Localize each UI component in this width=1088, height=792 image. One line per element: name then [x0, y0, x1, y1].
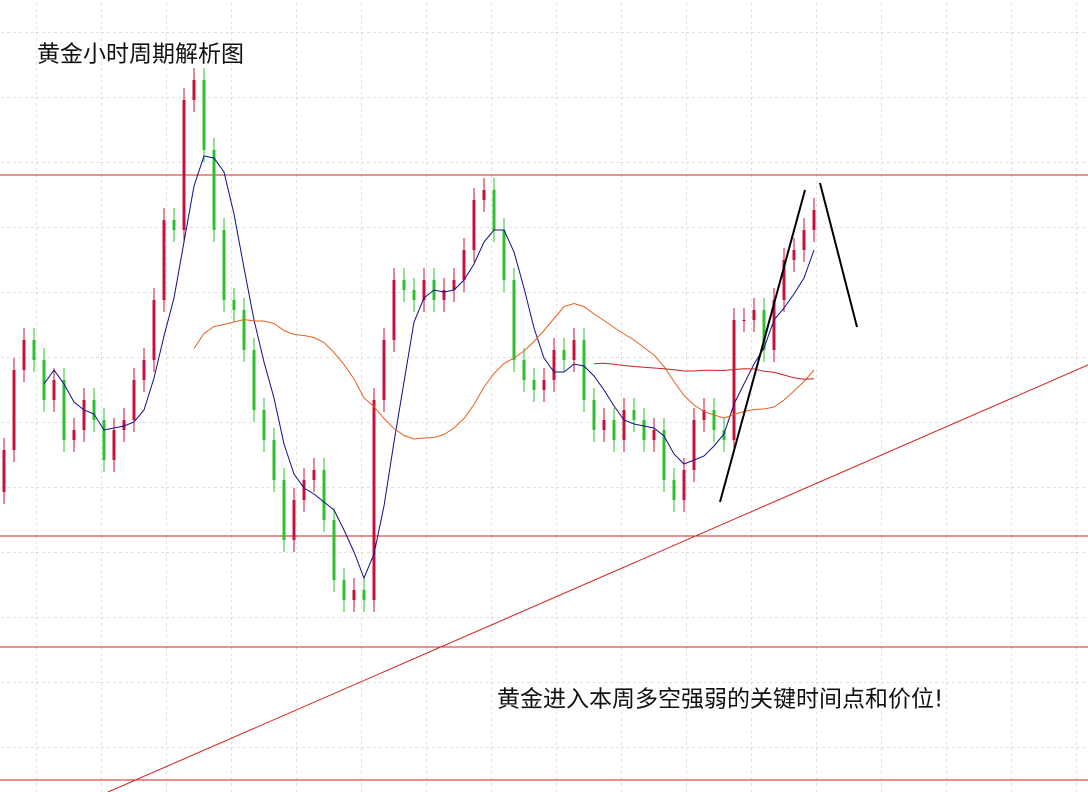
candle-body — [552, 350, 556, 380]
candle-body — [572, 340, 576, 360]
annotation: 黄金进入本周多空强弱的关键时间点和价位! — [497, 687, 943, 713]
candle-body — [392, 280, 396, 340]
candle-body — [212, 150, 216, 230]
candle-body — [152, 300, 156, 360]
trend-line — [107, 364, 1088, 792]
candle-body — [372, 400, 376, 600]
candle-body — [222, 230, 226, 300]
candle-body — [722, 430, 726, 440]
candle-body — [792, 250, 796, 260]
candle-body — [322, 470, 326, 520]
candle-body — [642, 420, 646, 440]
candle-body — [702, 410, 706, 420]
candle-body — [712, 410, 716, 430]
candle-body — [562, 350, 566, 360]
candle-body — [442, 290, 446, 300]
candle-body — [312, 470, 316, 480]
candle-body — [802, 230, 806, 250]
candle-body — [92, 400, 96, 420]
candle-body — [232, 300, 236, 310]
candle-body — [302, 480, 306, 500]
candle-body — [762, 310, 766, 350]
moving-average — [193, 302, 815, 440]
candle-body — [742, 320, 746, 321]
candle-body — [352, 590, 356, 600]
candle-body — [772, 300, 776, 350]
candle-body — [692, 420, 696, 470]
candle-body — [42, 360, 46, 400]
candle-body — [512, 280, 516, 360]
candle-body — [292, 500, 296, 540]
trend-line — [719, 189, 806, 503]
candle-body — [332, 520, 336, 580]
candle-body — [462, 250, 466, 280]
chart-title: 黄金小时周期解析图 — [37, 42, 244, 68]
candle-body — [542, 380, 546, 390]
candle-body — [32, 340, 36, 360]
candle-body — [72, 430, 76, 440]
candle-body — [242, 310, 246, 350]
candle-body — [632, 410, 636, 420]
candle-body — [282, 480, 286, 540]
candle-body — [182, 100, 186, 230]
candle-body — [452, 280, 456, 290]
candle-body — [342, 580, 346, 600]
candle-body — [172, 220, 176, 230]
trend-line — [819, 182, 858, 328]
candle-body — [582, 340, 586, 400]
candle-body — [412, 290, 416, 300]
candle-body — [162, 220, 166, 300]
candle-body — [2, 450, 6, 492]
candle-body — [672, 480, 676, 500]
candle-body — [612, 420, 616, 440]
candle-body — [262, 410, 266, 440]
moving-average — [43, 155, 815, 580]
candle-body — [732, 320, 736, 440]
candle-body — [252, 350, 256, 410]
candle-body — [52, 380, 56, 400]
candle-body — [532, 380, 536, 390]
candle-body — [362, 590, 366, 600]
plot — [0, 68, 1088, 792]
candle-body — [12, 370, 16, 450]
candle-body — [602, 420, 606, 430]
candle-body — [752, 310, 756, 320]
candle-body — [592, 400, 596, 430]
candle-body — [142, 360, 146, 380]
candle-body — [652, 430, 656, 440]
candle-body — [782, 260, 786, 300]
candle-body — [502, 230, 506, 280]
candle-body — [122, 420, 126, 430]
candle-body — [662, 430, 666, 480]
candle-body — [382, 340, 386, 400]
candle-body — [492, 190, 496, 230]
candle-body — [812, 210, 816, 230]
candle-body — [402, 280, 406, 290]
candle-body — [622, 410, 626, 440]
candle-body — [132, 380, 136, 420]
candle-body — [82, 400, 86, 430]
candle-body — [102, 420, 106, 460]
candle-body — [22, 340, 26, 370]
candle-body — [192, 80, 196, 100]
candle-body — [472, 200, 476, 250]
candle-body — [422, 280, 426, 300]
candle-body — [522, 360, 526, 380]
candle-body — [682, 470, 686, 500]
moving-average — [593, 362, 815, 380]
candle-body — [202, 80, 206, 150]
candle-body — [482, 190, 486, 200]
candle-body — [272, 440, 276, 480]
candle-body — [62, 380, 66, 440]
candle-body — [112, 430, 116, 460]
